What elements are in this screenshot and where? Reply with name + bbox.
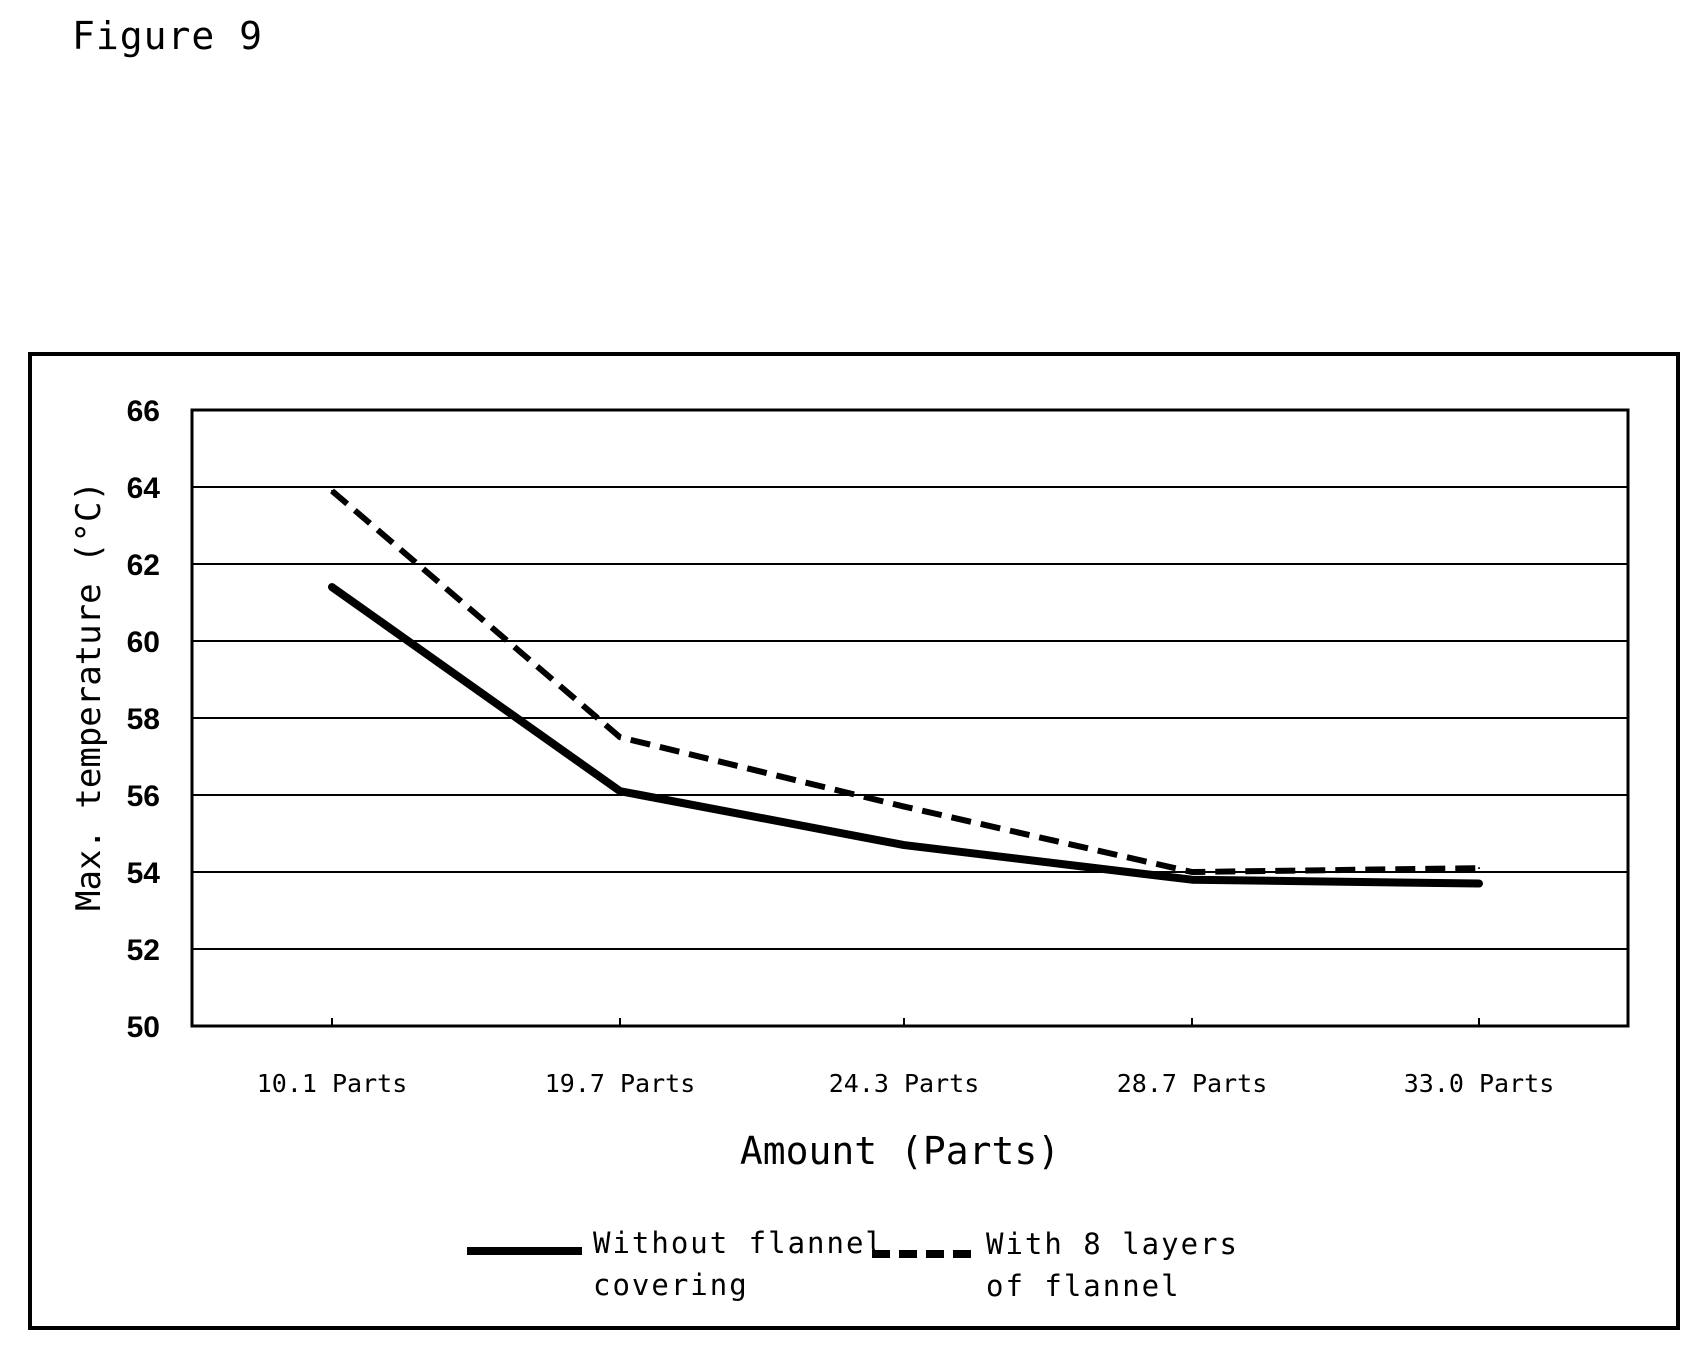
legend-label-series-1: Without flannel covering bbox=[593, 1226, 904, 1302]
x-tick-label: 33.0 Parts bbox=[1404, 1069, 1555, 1098]
data-point-series-1 bbox=[331, 586, 333, 589]
data-point-series-1 bbox=[903, 844, 905, 847]
x-axis-title: Amount (Parts) bbox=[740, 1129, 1060, 1173]
figure-label: Figure 9 bbox=[72, 14, 264, 58]
y-tick-label: 58 bbox=[127, 703, 160, 736]
x-tick-label: 19.7 Parts bbox=[545, 1069, 696, 1098]
data-point-series-2 bbox=[331, 489, 333, 492]
y-axis-title: Max. temperature (°C) bbox=[69, 481, 109, 911]
y-tick-label: 60 bbox=[127, 626, 160, 659]
y-axis-ticks: 50 52 54 56 58 60 62 64 66 bbox=[127, 395, 161, 1044]
y-tick-label: 50 bbox=[127, 1011, 160, 1044]
data-point-series-1 bbox=[1478, 882, 1480, 885]
legend: Without flannel covering With 8 layers o… bbox=[467, 1226, 1258, 1303]
chart-frame bbox=[28, 352, 1680, 1330]
data-point-series-2 bbox=[1191, 871, 1193, 873]
data-point-series-2 bbox=[903, 805, 905, 808]
x-tick-label: 28.7 Parts bbox=[1117, 1069, 1268, 1098]
data-point-series-2 bbox=[1478, 867, 1480, 870]
y-tick-label: 52 bbox=[127, 934, 160, 967]
x-tick-label: 24.3 Parts bbox=[829, 1069, 980, 1098]
data-point-series-1 bbox=[619, 790, 621, 793]
x-axis-ticks: 10.1 Parts 19.7 Parts 24.3 Parts 28.7 Parts… bbox=[257, 1018, 1555, 1098]
legend-label-series-2: With 8 layers of flannel bbox=[986, 1227, 1258, 1303]
series-layer bbox=[328, 488, 1483, 888]
y-tick-label: 66 bbox=[127, 395, 160, 428]
y-tick-label: 56 bbox=[127, 780, 160, 813]
grid-lines bbox=[192, 486, 1628, 950]
y-tick-label: 64 bbox=[127, 472, 161, 505]
y-tick-label: 62 bbox=[127, 549, 160, 582]
y-tick-label: 54 bbox=[127, 857, 161, 890]
data-point-series-2 bbox=[619, 736, 621, 739]
data-point-series-1 bbox=[1191, 878, 1193, 881]
x-tick-label: 10.1 Parts bbox=[257, 1069, 408, 1098]
